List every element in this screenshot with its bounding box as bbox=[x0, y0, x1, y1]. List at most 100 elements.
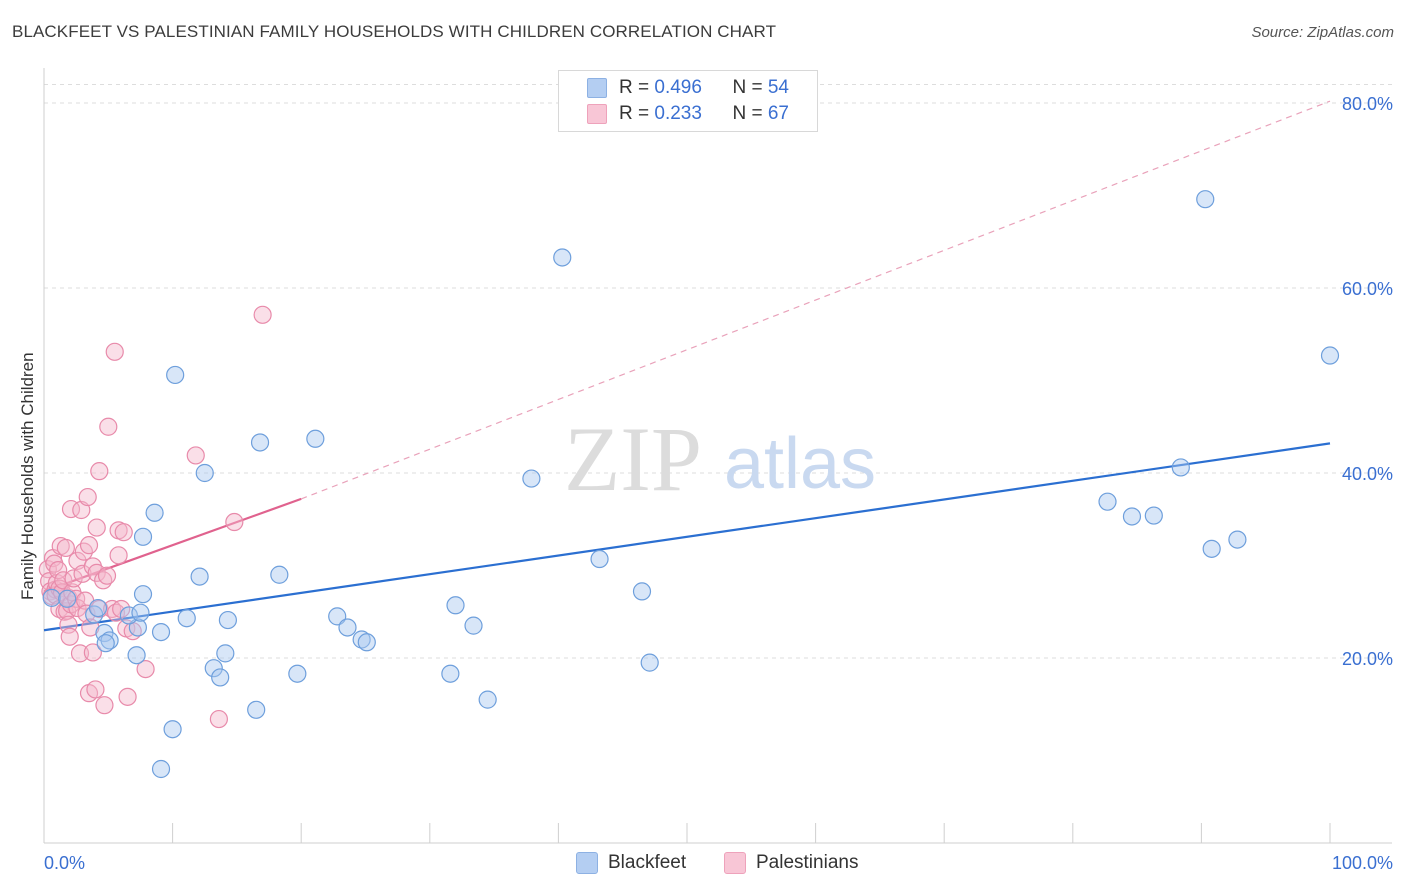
blackfeet-point bbox=[216, 644, 235, 663]
blackfeet-point bbox=[357, 633, 376, 652]
palestinians-point bbox=[79, 536, 99, 555]
blackfeet-point bbox=[446, 596, 465, 615]
palestinians-point bbox=[209, 709, 228, 729]
n-label: N = bbox=[732, 103, 768, 124]
blackfeet-point bbox=[127, 646, 146, 665]
legend-row-text: R = 0.233 N = 67 bbox=[619, 103, 789, 125]
tick-labels: 20.0% 40.0% 60.0% 80.0% 0.0% 100.0% bbox=[44, 94, 1393, 873]
palestinians-point bbox=[114, 523, 133, 542]
blackfeet-point bbox=[133, 527, 153, 546]
blackfeet-point bbox=[195, 463, 214, 483]
palestinians-point bbox=[87, 563, 106, 583]
palestinians-point bbox=[87, 518, 106, 537]
palestinians-point bbox=[253, 305, 272, 324]
axes bbox=[43, 68, 1392, 844]
blackfeet-point bbox=[250, 433, 270, 452]
palestinians-point bbox=[109, 546, 128, 565]
blackfeet-point bbox=[1171, 458, 1190, 477]
blackfeet-point bbox=[247, 700, 266, 719]
blackfeet-point bbox=[1228, 530, 1247, 549]
blackfeet-point bbox=[58, 589, 77, 608]
palestinians-point bbox=[68, 598, 87, 618]
r-value: 0.496 bbox=[654, 77, 702, 98]
r-label: R = bbox=[619, 103, 655, 124]
x-tick-label-right: 100.0% bbox=[1332, 853, 1393, 873]
legend-item-palestinians: Palestinians bbox=[724, 852, 858, 874]
palestinians-trend-extension bbox=[300, 100, 1331, 500]
data-points bbox=[38, 190, 1340, 779]
watermark-atlas: atlas bbox=[724, 424, 876, 504]
blackfeet-point bbox=[151, 622, 171, 642]
y-tick-label: 60.0% bbox=[1342, 279, 1393, 299]
palestinians-point bbox=[49, 561, 68, 580]
blackfeet-point bbox=[204, 659, 223, 678]
legend-item-blackfeet: Blackfeet bbox=[576, 852, 686, 874]
palestinians-point bbox=[73, 564, 92, 583]
blackfeet-point bbox=[133, 585, 153, 604]
blackfeet-point bbox=[328, 607, 347, 626]
palestinians-point bbox=[56, 538, 75, 558]
palestinians-trend-line bbox=[43, 497, 302, 593]
blackfeet-point bbox=[119, 606, 138, 625]
blackfeet-point bbox=[42, 588, 61, 607]
palestinians-point bbox=[97, 566, 117, 585]
palestinians-point bbox=[136, 659, 155, 679]
blackfeet-point bbox=[288, 664, 307, 683]
blackfeet-point bbox=[88, 598, 108, 618]
blackfeet-point bbox=[522, 469, 541, 488]
correlation-legend: R = 0.496 N = 54 R = 0.233 N = 67 bbox=[558, 70, 818, 132]
blackfeet-point bbox=[338, 618, 357, 637]
blackfeet-point bbox=[96, 634, 115, 653]
palestinians-point bbox=[78, 487, 97, 507]
palestinians-point bbox=[99, 417, 118, 436]
palestinians-point bbox=[86, 680, 105, 699]
n-value: 54 bbox=[767, 77, 789, 98]
palestinians-point bbox=[83, 643, 102, 662]
legend-label: Palestinians bbox=[756, 852, 859, 873]
x-tick-label-left: 0.0% bbox=[44, 853, 85, 873]
watermark-zip: ZIP bbox=[564, 408, 702, 510]
palestinians-point bbox=[64, 569, 83, 588]
legend-label: Blackfeet bbox=[608, 852, 687, 873]
blackfeet-point bbox=[145, 503, 164, 522]
watermark: ZIP atlas bbox=[564, 408, 876, 510]
y-tick-label: 40.0% bbox=[1342, 464, 1393, 484]
y-axis-label: Family Households with Children bbox=[18, 352, 37, 600]
palestinians-point bbox=[225, 512, 244, 532]
source-credit: Source: ZipAtlas.com bbox=[1251, 24, 1394, 41]
blackfeet-point bbox=[1196, 190, 1215, 209]
blackfeet-point bbox=[128, 618, 147, 637]
r-value: 0.233 bbox=[654, 103, 702, 124]
blackfeet-legend-swatch bbox=[576, 852, 598, 874]
blackfeet-point bbox=[211, 668, 230, 687]
palestinians-point bbox=[105, 342, 124, 361]
blackfeet-point bbox=[306, 429, 325, 448]
blackfeet-point bbox=[1098, 492, 1117, 511]
palestinians-point bbox=[186, 446, 205, 465]
blackfeet-point bbox=[177, 609, 196, 628]
palestinians-point bbox=[90, 462, 109, 481]
blackfeet-point bbox=[1122, 507, 1142, 526]
palestinians-point bbox=[118, 687, 137, 706]
blackfeet-swatch bbox=[587, 78, 607, 98]
blackfeet-point bbox=[1144, 506, 1163, 525]
palestinians-point bbox=[70, 644, 90, 663]
blackfeet-point bbox=[190, 567, 209, 586]
y-tick-label: 20.0% bbox=[1342, 649, 1393, 669]
palestinians-point bbox=[95, 696, 114, 715]
palestinians-legend-swatch bbox=[724, 852, 746, 874]
blackfeet-point bbox=[151, 759, 171, 779]
blackfeet-point bbox=[464, 616, 483, 635]
blackfeet-point bbox=[163, 720, 182, 739]
blackfeet-point bbox=[270, 565, 289, 584]
y-tick-label: 80.0% bbox=[1342, 94, 1393, 114]
palestinians-swatch bbox=[587, 104, 607, 124]
blackfeet-trend-line bbox=[43, 442, 1331, 632]
blackfeet-point bbox=[131, 603, 150, 622]
blackfeet-point bbox=[218, 610, 237, 630]
n-value: 67 bbox=[767, 103, 789, 124]
blackfeet-point bbox=[478, 690, 497, 709]
palestinians-point bbox=[60, 627, 79, 646]
trend-lines bbox=[43, 100, 1331, 632]
